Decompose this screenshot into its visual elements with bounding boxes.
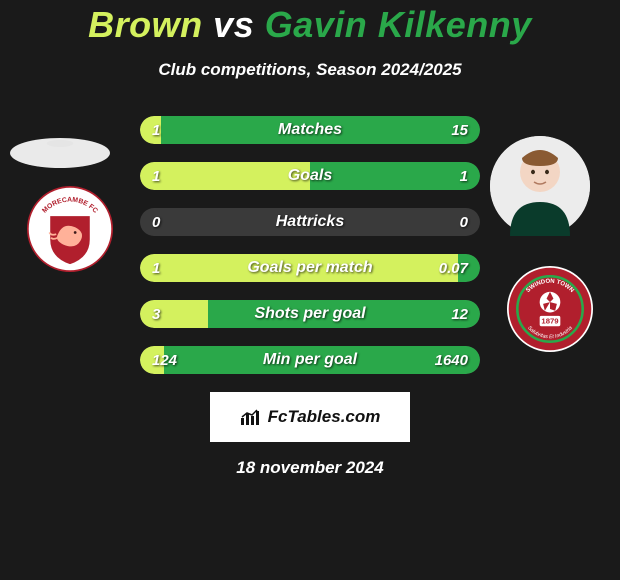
stat-value-right: 1640	[435, 352, 468, 369]
subtitle: Club competitions, Season 2024/2025	[0, 60, 620, 80]
stat-row: 1Matches15	[140, 116, 480, 144]
stats-column: 1Matches151Goals10Hattricks01Goals per m…	[140, 116, 480, 374]
stat-row: 124Min per goal1640	[140, 346, 480, 374]
stat-row: 3Shots per goal12	[140, 300, 480, 328]
stat-row: 0Hattricks0	[140, 208, 480, 236]
stat-value-right: 0	[460, 214, 468, 231]
person-icon	[490, 136, 590, 236]
person-icon	[10, 138, 110, 168]
stat-label: Goals per match	[140, 259, 480, 277]
club-badge-left: MORECAMBE FC	[27, 186, 113, 272]
stat-label: Matches	[140, 121, 480, 139]
player-avatar-right	[490, 136, 590, 236]
stat-value-right: 1	[460, 168, 468, 185]
stat-label: Shots per goal	[140, 305, 480, 323]
stat-label: Min per goal	[140, 351, 480, 369]
stat-label: Goals	[140, 167, 480, 185]
crest-icon: SWINDON TOWN 1879 Salubritas Et Industri…	[507, 266, 593, 352]
stat-value-right: 15	[451, 122, 468, 139]
chart-icon	[240, 408, 262, 426]
club-badge-right: SWINDON TOWN 1879 Salubritas Et Industri…	[507, 266, 593, 352]
date-text: 18 november 2024	[0, 458, 620, 478]
shield-icon: MORECAMBE FC	[27, 186, 113, 272]
content-area: MORECAMBE FC SWINDON TOWN	[0, 116, 620, 478]
branding-text: FcTables.com	[268, 407, 381, 427]
player-avatar-left	[10, 138, 110, 168]
stat-row: 1Goals per match0.07	[140, 254, 480, 282]
comparison-card: Brown vs Gavin Kilkenny Club competition…	[0, 0, 620, 478]
badge-right-year: 1879	[541, 317, 559, 326]
stat-row: 1Goals1	[140, 162, 480, 190]
stat-value-right: 12	[451, 306, 468, 323]
page-title: Brown vs Gavin Kilkenny	[0, 4, 620, 46]
title-vs: vs	[203, 4, 265, 45]
stat-label: Hattricks	[140, 213, 480, 231]
stat-value-right: 0.07	[439, 260, 468, 277]
title-player-right: Gavin Kilkenny	[265, 4, 532, 45]
title-player-left: Brown	[88, 4, 203, 45]
branding-box: FcTables.com	[210, 392, 410, 442]
